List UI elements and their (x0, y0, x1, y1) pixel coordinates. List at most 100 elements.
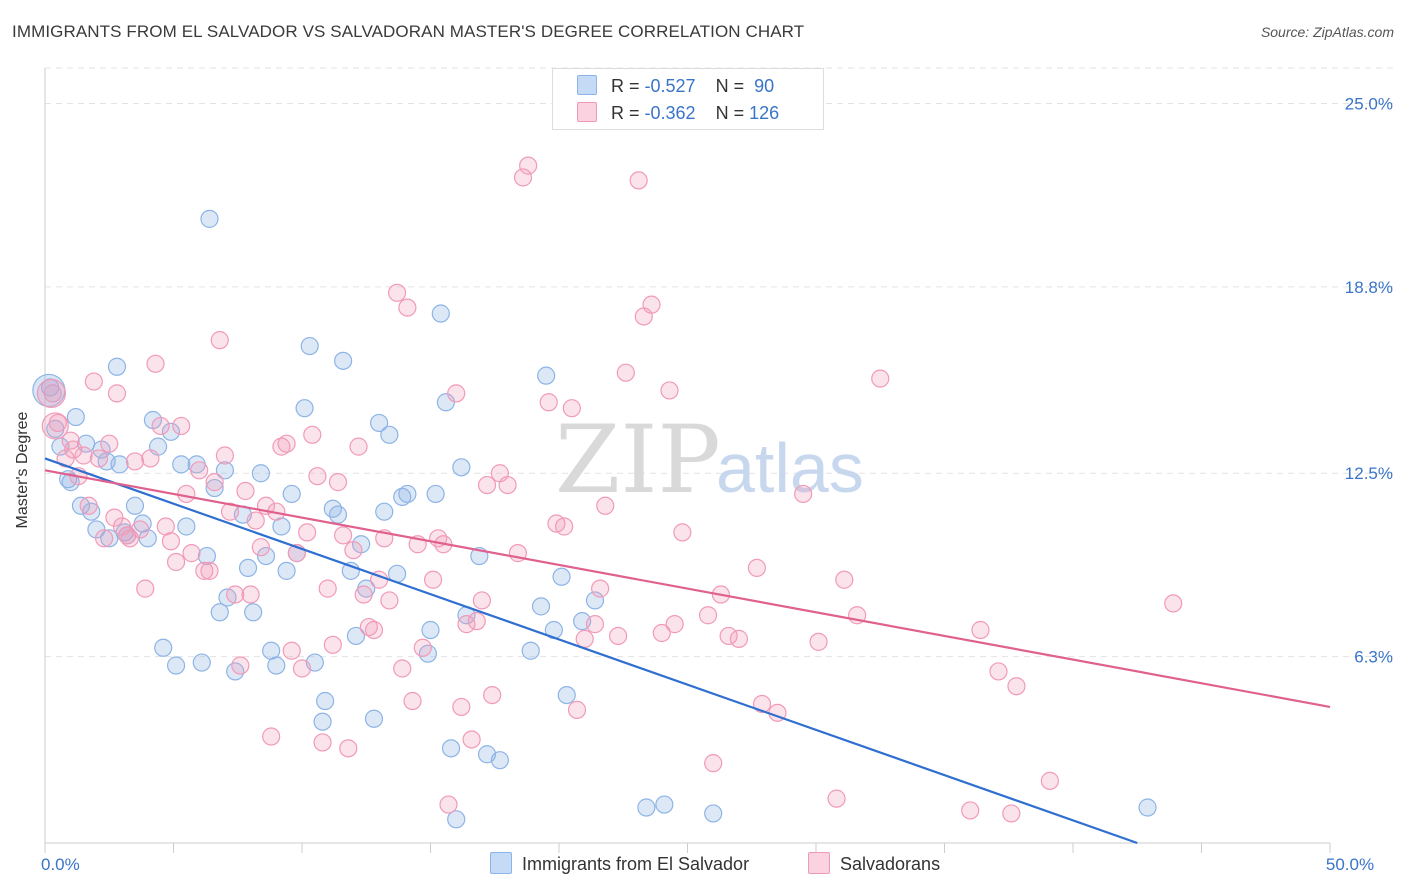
point-el-salvador (125, 496, 145, 515)
chart-title: IMMIGRANTS FROM EL SALVADOR VS SALVADORA… (12, 22, 805, 41)
point-salvadorans (483, 685, 502, 705)
point-salvadorans (298, 523, 317, 542)
point-el-salvador (323, 499, 342, 518)
point-salvadorans (74, 446, 93, 465)
point-salvadorans (452, 697, 471, 717)
point-el-salvador (210, 603, 229, 622)
watermark-zip: ZIP (555, 406, 721, 515)
point-el-salvador (447, 810, 466, 829)
bottom-legend-label: Immigrants from El Salvador (522, 854, 750, 874)
point-salvadorans (262, 727, 281, 746)
point-salvadorans (562, 399, 581, 418)
point-el-salvador (364, 709, 384, 728)
x-tick-label: 50.0% (1326, 855, 1374, 874)
point-salvadorans (141, 449, 160, 468)
point-el-salvador (205, 478, 224, 498)
point-el-salvador (215, 461, 234, 480)
point-el-salvador (238, 558, 258, 578)
point-el-salvador (655, 795, 674, 814)
point-salvadorans (1040, 771, 1059, 790)
bottom-legend-salvadorans: Salvadorans (808, 852, 940, 875)
point-el-salvador (300, 336, 319, 356)
point-el-salvador (277, 561, 296, 580)
point-salvadorans (364, 620, 384, 640)
bottom-legend-el-salvador: Immigrants from El Salvador (490, 852, 749, 875)
point-el-salvador (328, 505, 348, 524)
point-el-salvador (490, 751, 509, 770)
point-salvadorans (472, 591, 491, 610)
point-el-salvador (393, 487, 412, 507)
point-salvadorans (827, 789, 846, 808)
point-el-salvador (244, 603, 263, 622)
axes (44, 68, 1331, 853)
point-salvadorans (591, 579, 610, 598)
point-salvadorans (539, 393, 558, 412)
point-el-salvador (166, 656, 186, 675)
point-el-salvador (154, 638, 173, 657)
point-salvadorans (423, 570, 443, 589)
point-el-salvador (537, 366, 556, 385)
point-el-salvador (418, 644, 438, 663)
point-el-salvador (637, 798, 656, 817)
point-el-salvador (704, 804, 723, 823)
point-salvadorans (380, 591, 399, 610)
source-note: Source: ZipAtlas.com (1260, 24, 1394, 40)
point-salvadorans (398, 298, 417, 317)
point-el-salvador (316, 691, 335, 711)
legend-r-label: R = (611, 103, 645, 123)
point-el-salvador (452, 458, 471, 477)
x-tick-label: 0.0% (41, 855, 80, 874)
point-salvadorans (447, 384, 466, 403)
point-salvadorans (752, 694, 772, 714)
point-el-salvador (421, 620, 440, 640)
point-salvadorans (177, 484, 196, 504)
point-salvadorans (349, 437, 368, 456)
point-el-salvador (172, 455, 191, 474)
point-salvadorans (303, 425, 322, 444)
point-el-salvador (226, 662, 245, 681)
trend-lines (44, 457, 1331, 845)
point-salvadorans (519, 156, 538, 175)
point-salvadorans (241, 585, 260, 604)
point-salvadorans (190, 461, 209, 480)
tick-labels: 6.3% 12.5% 18.8% 25.0% 0.0% 50.0% (41, 94, 1393, 874)
legend-r-value: -0.527 (644, 76, 696, 96)
point-el-salvador (295, 399, 314, 418)
point-salvadorans (318, 579, 337, 598)
point-salvadorans (698, 606, 718, 625)
y-tick-label: 25.0% (1345, 94, 1393, 113)
point-salvadorans (609, 626, 628, 646)
point-salvadorans (1164, 594, 1183, 613)
point-salvadorans (79, 496, 98, 515)
point-el-salvador (110, 455, 129, 474)
point-salvadorans (323, 635, 342, 654)
y-tick-label: 12.5% (1345, 464, 1393, 483)
point-salvadorans (1007, 677, 1026, 696)
point-salvadorans (166, 552, 186, 572)
point-salvadorans (339, 739, 358, 758)
point-salvadorans (334, 526, 353, 545)
point-el-salvador (251, 464, 270, 483)
point-salvadorans (719, 626, 738, 646)
point-salvadorans (161, 532, 181, 551)
y-tick-label: 18.8% (1345, 278, 1393, 297)
point-el-salvador (375, 502, 394, 521)
point-salvadorans (1002, 804, 1021, 823)
point-el-salvador (282, 484, 301, 504)
point-salvadorans (100, 434, 119, 453)
point-salvadorans (642, 295, 661, 314)
point-salvadorans (354, 585, 373, 604)
legend-row-el-salvador: R = -0.527 N = 90 (577, 73, 774, 99)
point-salvadorans (513, 168, 533, 187)
point-salvadorans (413, 638, 432, 657)
point-salvadorans (251, 538, 270, 557)
point-salvadorans (36, 378, 67, 408)
point-salvadorans (84, 372, 103, 391)
point-el-salvador (66, 407, 85, 427)
point-el-salvador (426, 484, 445, 504)
point-el-salvador (398, 484, 417, 504)
point-salvadorans (585, 615, 605, 634)
point-salvadorans (467, 612, 486, 631)
point-salvadorans (652, 623, 671, 643)
point-salvadorans (205, 473, 224, 492)
